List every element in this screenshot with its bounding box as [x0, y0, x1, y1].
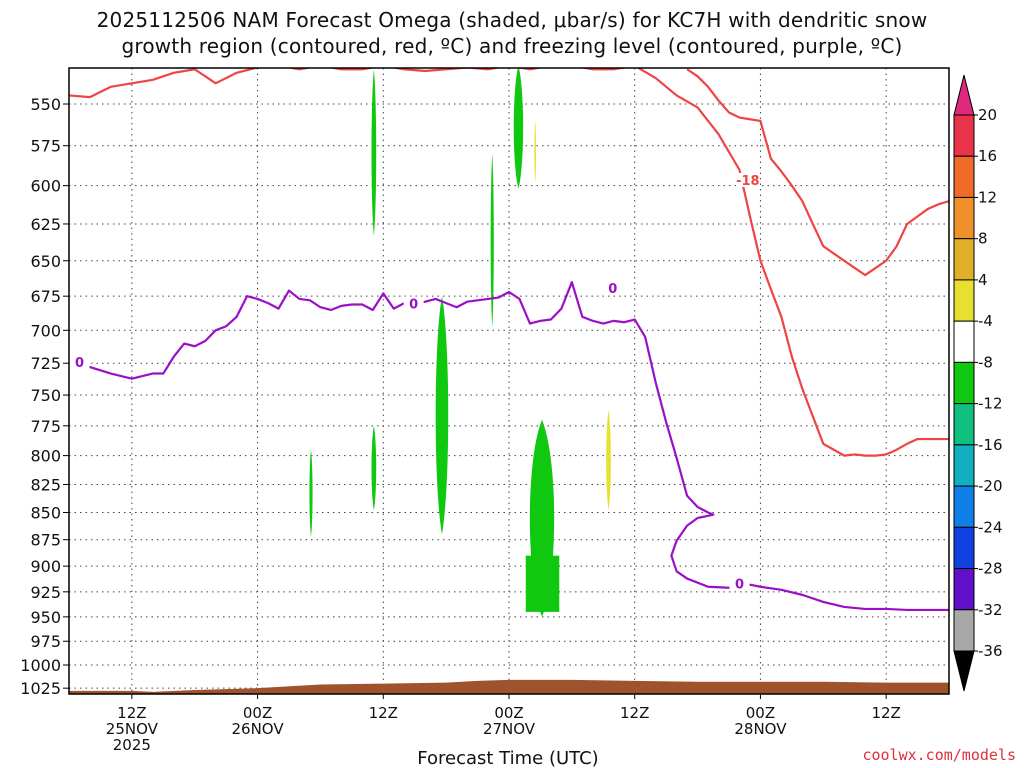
colorbar-label: -8: [978, 353, 993, 371]
x-axis-title: Forecast Time (UTC): [417, 748, 598, 768]
colorbar-label: 20: [978, 106, 997, 124]
x-tick-label: 00Z: [494, 704, 523, 722]
chart-title-line-2: growth region (contoured, red, ºC) and f…: [121, 34, 903, 58]
freezing-level-label: 0: [735, 578, 744, 593]
colorbar-segment: [953, 609, 975, 652]
x-tick-label: 2025: [113, 736, 151, 754]
dgz-contour-line: [69, 68, 949, 457]
x-tick-label: 27NOV: [483, 720, 536, 738]
colorbar-segment: [953, 526, 975, 570]
y-tick-label: 1025: [20, 679, 61, 698]
axis-labels: 550 575 600 625 650 675 700 725 750 775 800 825 850 8…: [20, 95, 901, 754]
x-tick-label: 12Z: [871, 704, 900, 722]
colorbar-segment: [953, 485, 975, 528]
y-tick-label: 675: [30, 287, 61, 306]
colorbar-label: -36: [978, 642, 1003, 660]
colorbar-label: 12: [978, 188, 997, 206]
colorbar-bottom-arrow: [953, 650, 975, 692]
colorbar-segment: [953, 238, 975, 281]
omega-shaded-region: [435, 296, 449, 535]
colorbar-label: 16: [978, 147, 997, 165]
y-tick-label: 625: [30, 215, 61, 234]
dgz-contour-label: -18: [736, 174, 760, 189]
freezing-level-label-bg: [602, 281, 623, 296]
y-tick-label: 825: [30, 475, 61, 494]
y-tick-label: 925: [30, 583, 61, 602]
colorbar-segment: [953, 320, 975, 363]
freezing-level-label-bg: [729, 576, 750, 591]
colorbar-segment: [953, 114, 975, 157]
omega-shaded-region: [309, 449, 313, 537]
omega-shaded-region: [606, 409, 611, 511]
x-tick-label: 25NOV: [106, 720, 159, 738]
colorbar-label: -24: [978, 518, 1003, 536]
credit-text: coolwx.com/models: [862, 746, 1016, 764]
x-tick-label: 26NOV: [232, 720, 285, 738]
surface-terrain: [69, 679, 949, 694]
colorbar-segment: [953, 444, 975, 487]
freezing-level-label-bg: [69, 355, 90, 370]
freezing-level-label: 0: [608, 282, 617, 297]
y-tick-label: 550: [30, 95, 61, 114]
y-tick-label: 650: [30, 252, 61, 271]
y-tick-label: 900: [30, 557, 61, 576]
x-tick-label: 12Z: [117, 704, 146, 722]
plot-area-background: [69, 68, 949, 694]
y-tick-label: 775: [30, 417, 61, 436]
colorbar-label: 8: [978, 230, 988, 248]
grid-lines: [69, 68, 949, 694]
dgz-contour-label-bg: [737, 172, 758, 187]
omega-shaded-region: [490, 153, 494, 328]
x-tick-label: 28NOV: [734, 720, 787, 738]
colorbar-top-arrow: [953, 74, 975, 116]
freezing-level-label: 0: [409, 297, 418, 312]
y-tick-label: 600: [30, 177, 61, 196]
colorbar-label: -16: [978, 436, 1003, 454]
x-tick-label: 12Z: [620, 704, 649, 722]
y-tick-label: 975: [30, 632, 61, 651]
colorbar-segment: [953, 196, 975, 240]
freezing-level-line: [69, 281, 949, 612]
y-tick-label: 725: [30, 354, 61, 373]
colorbar: 20 16 12 8 4 -4 -8 -12 -16 -20 -24 -28 -32 -36: [953, 74, 1003, 692]
colorbar-segment: [953, 403, 975, 446]
colorbar-label: -20: [978, 477, 1003, 495]
colorbar-label: -12: [978, 395, 1003, 413]
y-tick-label: 1000: [20, 656, 61, 675]
x-tick-label: 12Z: [369, 704, 398, 722]
colorbar-segment: [953, 155, 975, 198]
y-tick-label: 800: [30, 447, 61, 466]
chart-title-line-1: 2025112506 NAM Forecast Omega (shaded, μ…: [96, 8, 928, 32]
y-tick-label: 700: [30, 321, 61, 340]
colorbar-label: -32: [978, 601, 1003, 619]
omega-shaded-block: [525, 555, 560, 612]
x-tick-label: 00Z: [243, 704, 272, 722]
colorbar-segment: [953, 568, 975, 611]
y-tick-label: 875: [30, 531, 61, 550]
omega-shaded-region: [371, 69, 377, 236]
x-tick-label: 00Z: [746, 704, 775, 722]
plot-content: -18 0 0 0 0: [69, 68, 949, 694]
omega-shaded-region: [513, 68, 524, 189]
freezing-level-label: 0: [75, 356, 84, 371]
colorbar-segment: [953, 279, 975, 322]
dgz-contour-line-upper: [686, 68, 949, 277]
freezing-level-label-bg: [403, 296, 424, 311]
y-tick-label: 950: [30, 608, 61, 627]
colorbar-segment: [953, 361, 975, 405]
y-tick-label: 850: [30, 503, 61, 522]
colorbar-label: -28: [978, 560, 1003, 578]
omega-shaded-region: [534, 120, 536, 183]
omega-shaded-region: [371, 425, 377, 511]
colorbar-label: 4: [978, 271, 988, 289]
y-tick-label: 575: [30, 137, 61, 156]
colorbar-label: -4: [978, 312, 993, 330]
y-tick-label: 750: [30, 386, 61, 405]
